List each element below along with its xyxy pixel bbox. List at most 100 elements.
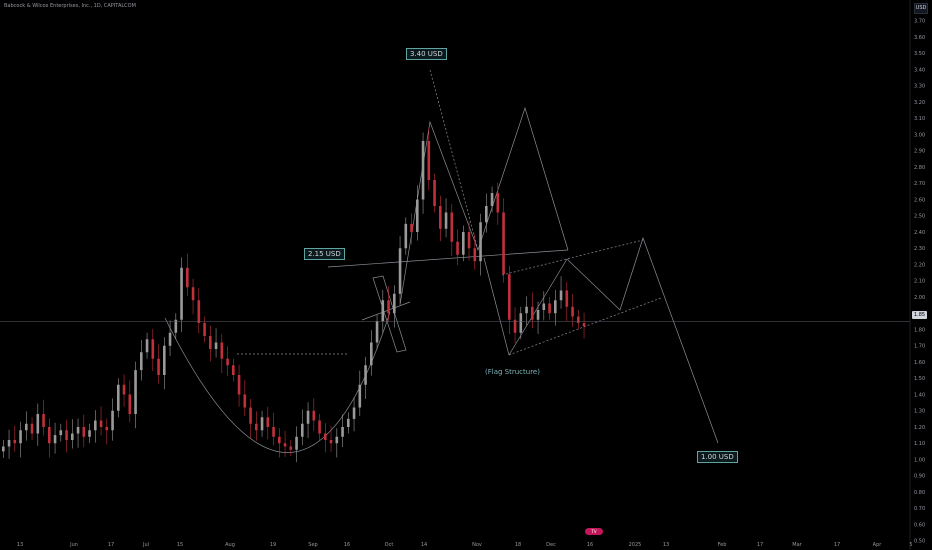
candle	[421, 132, 425, 214]
flag-projection	[508, 236, 719, 444]
x-tick-label: Oct	[385, 542, 394, 548]
candle	[220, 334, 224, 374]
y-tick-label: 3.00	[914, 132, 925, 138]
y-tick-label: 1.70	[914, 344, 925, 350]
candle	[352, 397, 356, 432]
current-price-tag: 1.85	[912, 311, 927, 319]
candle	[237, 364, 241, 407]
drawing-layer	[164, 69, 719, 453]
candle	[36, 403, 40, 446]
candle	[117, 378, 120, 418]
candle	[203, 316, 206, 343]
candle	[444, 198, 448, 238]
candle	[105, 418, 109, 445]
candle	[410, 213, 413, 245]
x-tick-label: 14	[421, 542, 427, 548]
candle	[554, 289, 557, 326]
y-tick-label: 1.00	[914, 457, 925, 463]
candle	[513, 307, 517, 344]
candle	[13, 425, 17, 452]
candle	[168, 320, 172, 357]
candle	[582, 312, 586, 339]
y-tick-label: 2.00	[914, 295, 925, 301]
candle	[272, 412, 275, 446]
candle	[479, 213, 482, 276]
candle	[48, 418, 51, 458]
candle	[485, 193, 488, 233]
y-tick-label: 3.60	[914, 35, 925, 41]
candle	[7, 429, 11, 459]
flag-lower-line	[508, 297, 662, 356]
candle	[456, 229, 459, 266]
candle	[99, 406, 103, 436]
y-tick-label: 2.90	[914, 149, 925, 155]
candle	[191, 278, 195, 315]
candle	[94, 410, 97, 443]
candle	[71, 419, 74, 449]
y-tick-label: 3.20	[914, 100, 925, 106]
candle	[214, 328, 218, 358]
candle	[519, 306, 523, 340]
candle	[462, 225, 465, 262]
y-tick-label: 3.40	[914, 67, 925, 73]
candle	[232, 358, 235, 382]
candle	[433, 173, 436, 213]
candle	[65, 419, 68, 453]
x-tick-label: 16	[344, 542, 350, 548]
handle-channel	[372, 275, 407, 353]
candle	[140, 339, 143, 381]
x-tick-label: Mar	[792, 542, 802, 548]
y-tick-label: 2.10	[914, 279, 925, 285]
projection-path	[399, 106, 569, 306]
candle	[59, 423, 63, 442]
x-tick-label: Dec	[546, 542, 556, 548]
x-tick-label: 16	[587, 542, 593, 548]
x-tick-label: 17	[108, 542, 114, 548]
candle	[358, 370, 362, 416]
x-tick-label: 17	[834, 542, 840, 548]
candle	[266, 406, 270, 440]
candle	[2, 440, 5, 458]
target-dashed-line	[429, 69, 479, 251]
y-axis: 0.50 0.60 0.70 0.80 0.90 1.00 1.10 1.20 1.30 1.40…	[909, 0, 925, 550]
x-tick-label: Jul	[142, 542, 149, 548]
candle	[329, 425, 333, 452]
x-tick-label: Sep	[308, 542, 317, 548]
candle	[76, 418, 80, 448]
candle	[347, 412, 350, 434]
candle	[364, 356, 367, 400]
candle	[128, 380, 132, 423]
chart-title: Babcock & Wilcox Enterprises, Inc., 1D, …	[4, 3, 136, 9]
candles-layer	[2, 128, 586, 463]
x-tick-label: Feb	[718, 542, 727, 548]
candle	[531, 292, 534, 329]
candle	[312, 398, 316, 431]
candle	[180, 257, 183, 333]
y-tick-label: 0.60	[914, 522, 925, 528]
tradingview-logo[interactable]: TV	[585, 528, 603, 535]
candle	[565, 282, 569, 322]
y-tick-label: 0.50	[914, 539, 925, 545]
candle	[416, 185, 419, 241]
candle	[145, 332, 149, 359]
x-tick-label: 19	[270, 542, 276, 548]
bottom-target-label: 1.00 USD	[697, 451, 738, 463]
x-tick-label: 13	[17, 542, 23, 548]
candle	[375, 314, 379, 349]
x-tick-label: 13	[663, 542, 669, 548]
candle	[249, 399, 252, 439]
candle	[370, 330, 373, 376]
candle	[174, 313, 178, 340]
flag-upper-line	[501, 239, 644, 276]
y-tick-label: 3.30	[914, 84, 925, 90]
candle	[467, 221, 471, 261]
currency-badge[interactable]: USD	[914, 3, 928, 14]
candle	[88, 423, 91, 444]
candle	[324, 423, 327, 453]
candle	[295, 426, 298, 463]
y-tick-label: 0.90	[914, 474, 925, 480]
x-tick-label: Nov	[472, 542, 482, 548]
y-tick-label: 0.70	[914, 506, 925, 512]
x-tick-label: Aug	[225, 542, 235, 548]
